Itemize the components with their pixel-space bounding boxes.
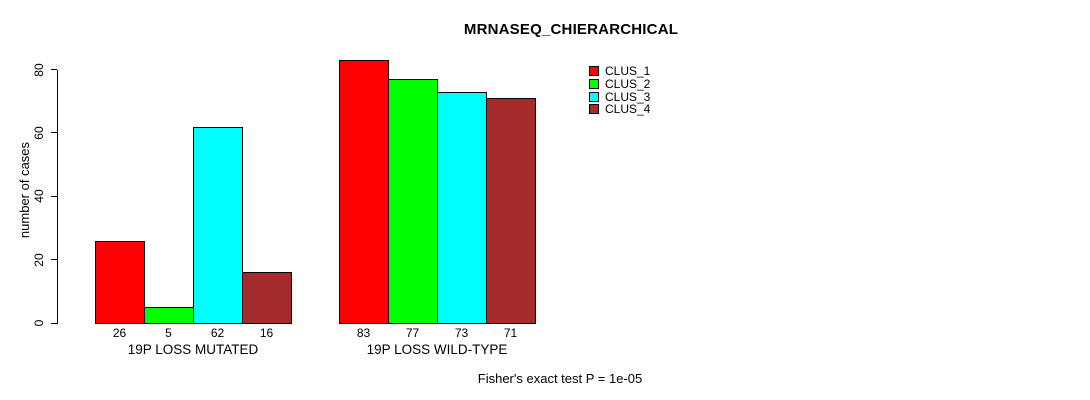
y-axis-line [57,69,58,324]
legend-label: CLUS_2 [605,76,651,91]
y-axis-tick [51,195,57,197]
bar-clus_1-2 [339,60,389,324]
y-axis-tick [51,69,57,70]
legend-label: CLUS_4 [605,102,651,117]
y-axis-tick-label: 0 [32,319,46,327]
bar-clus_3-1 [193,127,243,324]
y-axis-tick-label: 20 [32,252,46,267]
bar-clus_1-1 [95,241,145,324]
bar-clus_3-2 [437,92,487,324]
y-axis-tick-label: 60 [32,126,46,140]
y-axis-label: number of cases [17,141,32,239]
bar-value-label: 77 [405,326,420,340]
legend-swatch-clus_4 [589,104,599,115]
legend-label: CLUS_3 [605,89,651,104]
y-axis-tick [51,132,57,134]
bar-value-label: 62 [210,326,225,340]
x-group-label: 19P LOSS MUTATED [127,342,259,357]
x-group-label: 19P LOSS WILD-TYPE [366,342,508,357]
y-axis-tick [51,259,57,261]
stats-annotation: Fisher's exact test P = 1e-05 [477,371,643,386]
bar-value-label: 5 [165,326,172,340]
chart-title: MRNASEQ_CHIERARCHICAL [463,21,679,38]
bar-clus_4-2 [486,98,536,324]
bar-value-label: 26 [112,326,127,340]
y-axis-tick-label: 40 [32,189,46,203]
bar-clus_2-2 [388,79,438,324]
bar-value-label: 71 [503,326,518,340]
y-axis-tick [51,322,57,324]
y-axis-tick-label: 80 [32,62,46,77]
bar-value-label: 83 [356,326,371,340]
legend-swatch-clus_3 [589,91,599,102]
bar-value-label: 73 [454,326,469,340]
bar-clus_4-1 [242,272,292,324]
bar-clus_2-1 [144,307,194,324]
legend-swatch-clus_1 [589,66,599,76]
legend-swatch-clus_2 [589,78,599,89]
legend-label: CLUS_1 [605,64,651,78]
bar-value-label: 16 [259,326,274,340]
